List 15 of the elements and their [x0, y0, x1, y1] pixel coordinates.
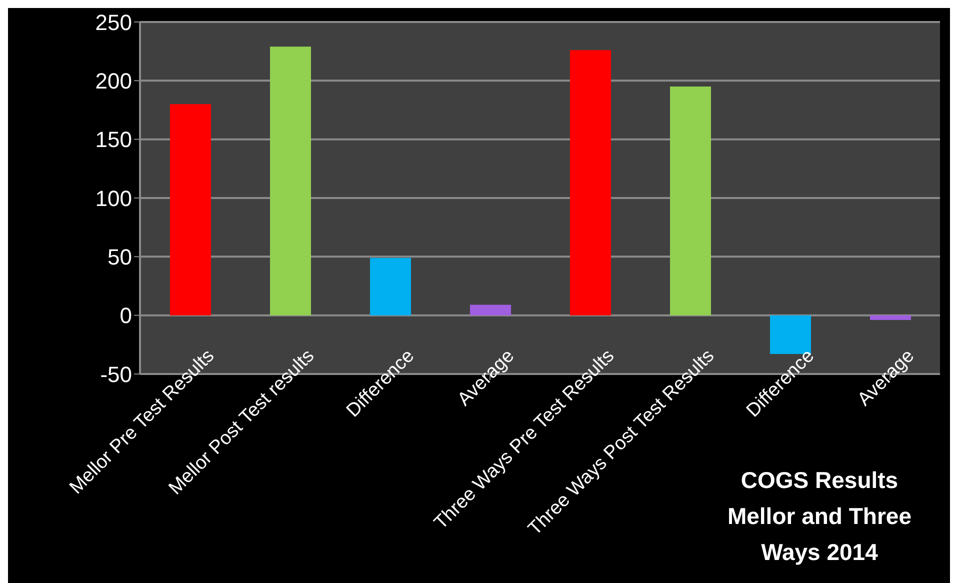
text: COGS Results Mellor and Three Ways 2014: [727, 467, 912, 565]
y-tick-label: 250: [95, 10, 132, 35]
bar: [670, 86, 711, 316]
y-tick-label: 50: [108, 244, 132, 270]
bar: [270, 46, 311, 316]
bar: [470, 304, 511, 316]
bar: [870, 315, 911, 320]
bar: [370, 258, 411, 316]
y-tick-label: 200: [95, 68, 132, 94]
bar: [170, 104, 211, 316]
y-tick-label: 100: [95, 186, 132, 211]
y-tick-label: -50: [100, 362, 132, 387]
y-tick-label: 150: [95, 127, 132, 152]
bar: [570, 50, 611, 316]
y-tick-label: 0: [120, 303, 132, 328]
